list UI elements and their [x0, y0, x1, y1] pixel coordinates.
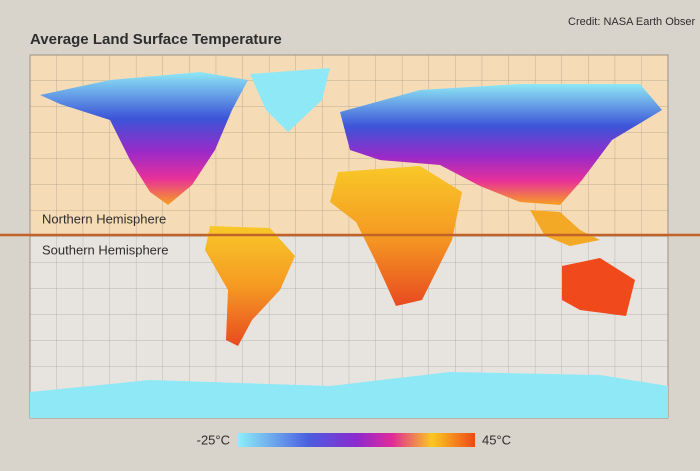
north-label: Northern Hemisphere	[42, 211, 166, 226]
title: Average Land Surface Temperature	[30, 31, 282, 48]
south-label: Southern Hemisphere	[42, 242, 168, 257]
australia	[562, 258, 635, 316]
scale-min-label: -25°C	[197, 432, 230, 447]
credit: Credit: NASA Earth Obser	[568, 16, 695, 28]
color-scale	[237, 433, 475, 447]
southeast-asia	[530, 210, 600, 246]
eurasia	[340, 84, 662, 205]
south-america	[205, 226, 295, 346]
greenland	[250, 68, 330, 132]
antarctica	[30, 372, 668, 418]
scale-max-label: 45°C	[482, 432, 511, 447]
north-america	[40, 72, 248, 205]
